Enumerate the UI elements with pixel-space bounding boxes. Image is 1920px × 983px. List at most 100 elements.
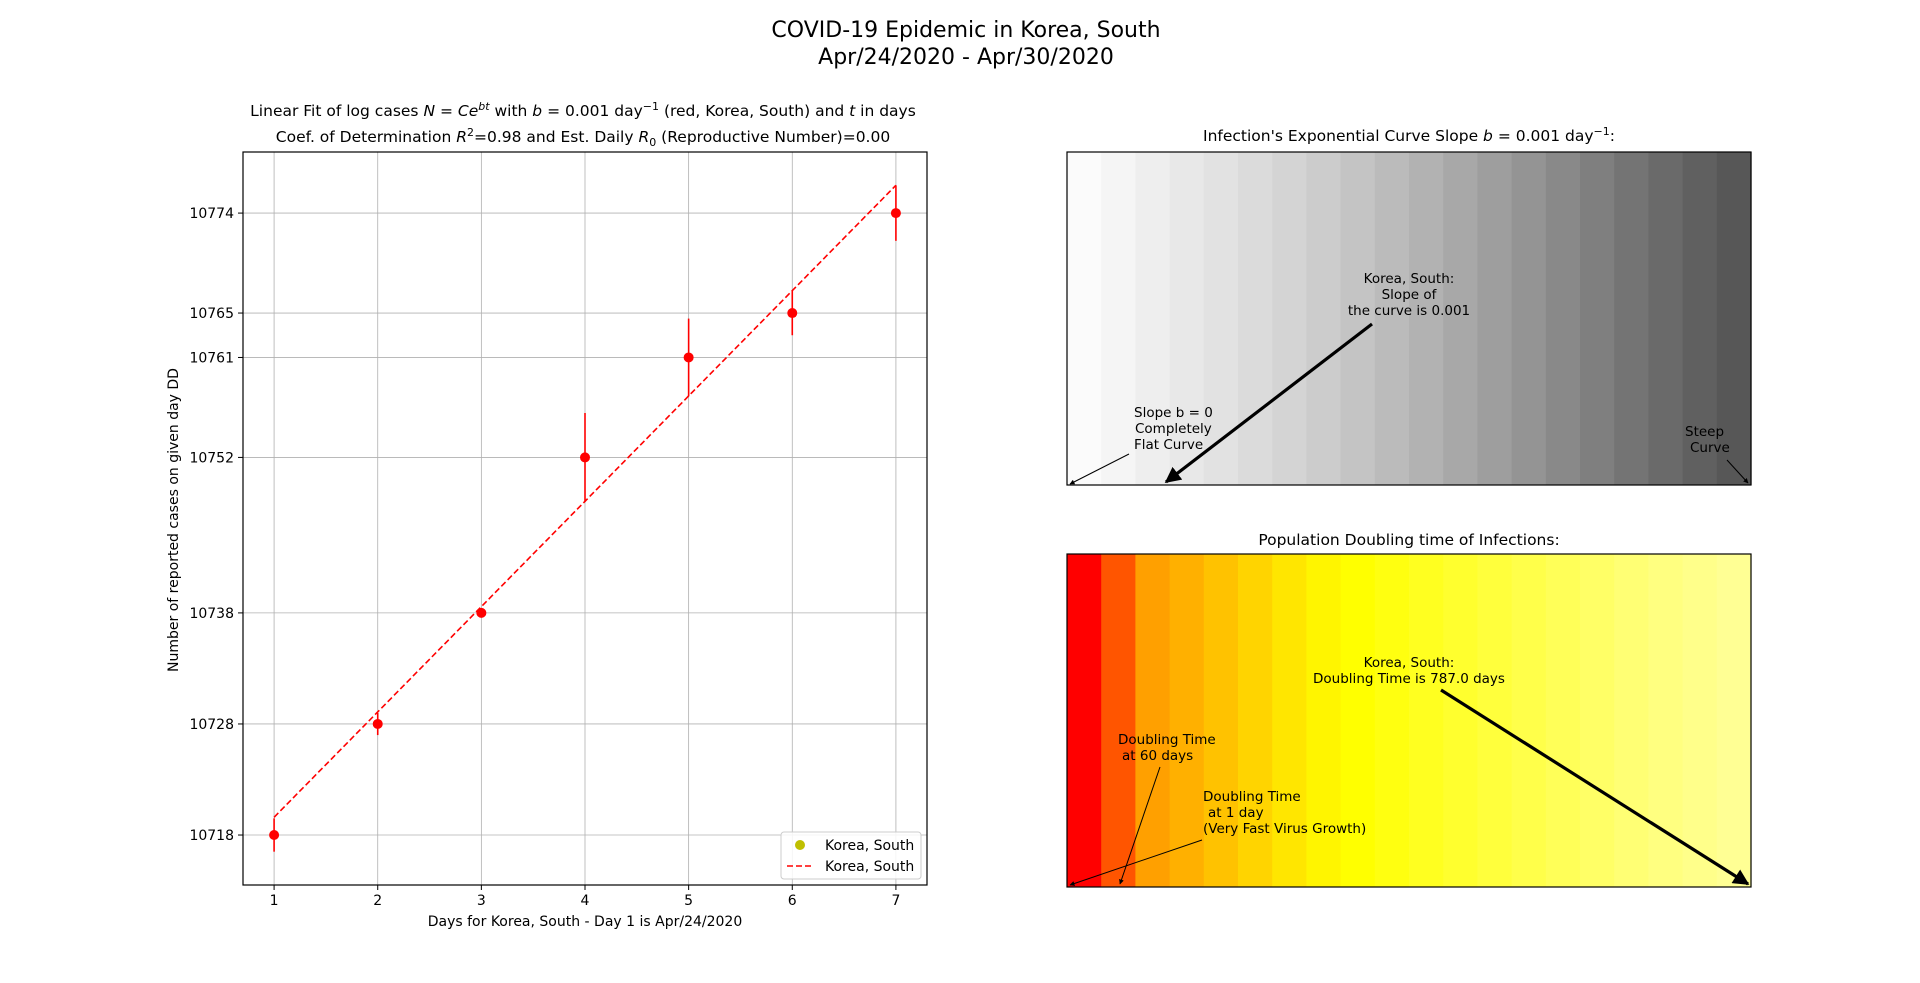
steep-arrow-icon [1726, 459, 1749, 484]
color-band [1067, 152, 1102, 485]
steep-curve-annotation: Steep Curve [1685, 424, 1749, 484]
doubling-current-line-1: Doubling Time is 787.0 days [1313, 671, 1505, 687]
slope-chart: Infection's Exponential Curve Slope b = … [1066, 125, 1752, 486]
legend-marker-icon [795, 840, 805, 850]
dt1-annotation-line-0: Doubling Time [1203, 789, 1301, 805]
x-tick-label: 4 [581, 893, 590, 909]
flat-annotation-line-2: Flat Curve [1134, 437, 1203, 453]
x-tick-label: 1 [270, 893, 279, 909]
color-band [1238, 554, 1273, 887]
slope-current-annotation: Korea, South: Slope of the curve is 0.00… [1164, 271, 1470, 484]
legend-entry-1: Korea, South [825, 859, 914, 875]
x-tick-label: 3 [477, 893, 486, 909]
color-band [1545, 152, 1581, 485]
y-axis-label: Number of reported cases on given day DD [166, 368, 182, 672]
color-band [1682, 554, 1718, 887]
slope-current-line-1: Slope of [1382, 287, 1438, 303]
color-band [1648, 152, 1684, 485]
data-point [580, 452, 590, 463]
color-band [1135, 152, 1171, 485]
color-band [1580, 554, 1615, 887]
color-band [1477, 554, 1513, 887]
fit-chart-frame [242, 151, 928, 886]
color-band [1169, 554, 1205, 887]
color-band [1648, 554, 1684, 887]
x-axis-ticks: 1 2 3 4 5 6 7 [270, 885, 900, 909]
doubling-60-annotation: Doubling Time at 60 days [1118, 732, 1216, 885]
figure-subtitle: Apr/24/2020 - Apr/30/2020 [818, 45, 1114, 70]
color-band [1272, 152, 1307, 485]
slope-current-arrow-icon [1164, 322, 1373, 484]
legend: Korea, South Korea, South [780, 831, 922, 880]
dt1-annotation-line-1: at 1 day [1208, 805, 1264, 821]
color-band [1443, 152, 1478, 485]
fit-chart-title-line1: Linear Fit of log cases N = Cebt with b … [250, 100, 916, 120]
dt60-arrow-icon [1119, 766, 1161, 885]
dt60-annotation-line-1: at 60 days [1122, 748, 1193, 764]
data-point [269, 830, 280, 841]
color-band [1306, 554, 1342, 887]
data-point [476, 607, 487, 618]
flat-annotation-line-1: Completely [1135, 421, 1212, 437]
color-band [1101, 554, 1136, 887]
doubling-chart: Population Doubling time of Infections: … [1066, 531, 1752, 888]
color-band [1101, 152, 1136, 485]
x-axis-label: Days for Korea, South - Day 1 is Apr/24/… [428, 914, 743, 930]
color-band [1511, 554, 1547, 887]
color-band [1306, 152, 1342, 485]
color-band [1340, 554, 1376, 887]
doubling-color-bands [1067, 554, 1752, 887]
color-band [1272, 554, 1307, 887]
flat-arrow-icon [1069, 453, 1130, 485]
color-band [1374, 152, 1410, 485]
fit-chart: Linear Fit of log cases N = Cebt with b … [166, 100, 928, 930]
data-point [890, 208, 901, 219]
flat-annotation-line-0: Slope b = 0 [1134, 405, 1213, 421]
legend-box [780, 831, 922, 880]
color-band [1238, 152, 1273, 485]
color-band [1477, 152, 1513, 485]
color-band [1716, 554, 1752, 887]
y-tick-label: 10774 [189, 206, 234, 222]
y-tick-label: 10738 [189, 606, 234, 622]
data-point [683, 352, 694, 363]
slope-chart-title: Infection's Exponential Curve Slope b = … [1203, 125, 1615, 145]
data-point [372, 718, 383, 729]
color-band [1169, 152, 1205, 485]
color-band [1340, 152, 1376, 485]
fit-chart-title-line2: Coef. of Determination R2=0.98 and Est. … [276, 126, 890, 149]
x-tick-label: 6 [788, 893, 797, 909]
color-band [1614, 152, 1649, 485]
doubling-1-annotation: Doubling Time at 1 day (Very Fast Virus … [1069, 789, 1366, 886]
color-band [1716, 152, 1752, 485]
doubling-current-arrow-icon [1440, 688, 1750, 886]
x-tick-label: 7 [891, 893, 900, 909]
x-tick-label: 2 [373, 893, 382, 909]
data-points [269, 208, 901, 841]
x-tick-label: 5 [684, 893, 693, 909]
color-band [1545, 554, 1581, 887]
y-axis-ticks: 10718 10728 10738 10752 10761 10765 10774 [189, 206, 243, 844]
color-band [1682, 152, 1718, 485]
slope-current-line-2: the curve is 0.001 [1348, 303, 1470, 319]
doubling-current-line-0: Korea, South: [1364, 655, 1455, 671]
color-band [1409, 152, 1444, 485]
grid-lines [243, 152, 927, 885]
data-point [787, 308, 798, 319]
color-band [1614, 554, 1649, 887]
color-band [1443, 554, 1478, 887]
color-band [1203, 554, 1239, 887]
color-band [1135, 554, 1171, 887]
y-tick-label: 10761 [189, 350, 234, 366]
color-band [1580, 152, 1615, 485]
doubling-current-annotation: Korea, South: Doubling Time is 787.0 day… [1313, 655, 1750, 886]
dt1-arrow-icon [1069, 839, 1203, 886]
legend-entry-0: Korea, South [825, 838, 914, 854]
color-band [1511, 152, 1547, 485]
figure-title: COVID-19 Epidemic in Korea, South [771, 18, 1160, 43]
color-band [1409, 554, 1444, 887]
slope-color-bands [1067, 152, 1752, 485]
slope-chart-frame [1066, 151, 1752, 486]
doubling-chart-frame [1066, 553, 1752, 888]
